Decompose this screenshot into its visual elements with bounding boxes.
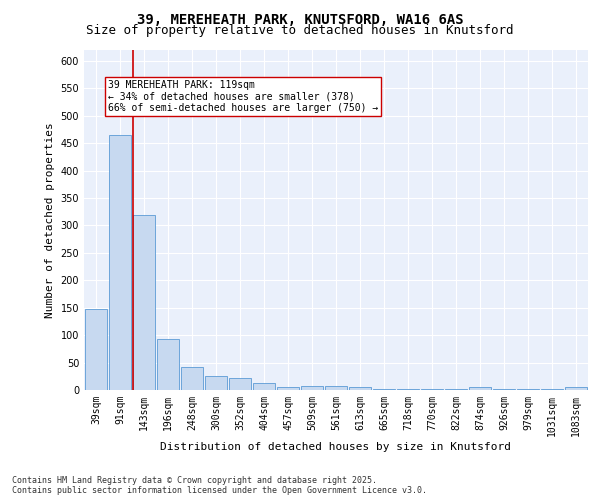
Bar [157,339,179,390]
Bar [253,383,275,390]
Bar [205,376,227,390]
Bar [229,378,251,390]
Text: 39 MEREHEATH PARK: 119sqm
← 34% of detached houses are smaller (378)
66% of semi: 39 MEREHEATH PARK: 119sqm ← 34% of detac… [108,80,378,114]
Bar [109,135,131,390]
Bar [565,388,587,390]
Bar [349,386,371,390]
Bar [85,309,107,390]
Y-axis label: Number of detached properties: Number of detached properties [45,122,55,318]
Text: 39, MEREHEATH PARK, KNUTSFORD, WA16 6AS: 39, MEREHEATH PARK, KNUTSFORD, WA16 6AS [137,12,463,26]
Bar [181,367,203,390]
Bar [325,386,347,390]
Bar [301,386,323,390]
Text: Contains HM Land Registry data © Crown copyright and database right 2025.
Contai: Contains HM Land Registry data © Crown c… [12,476,427,495]
Bar [133,214,155,390]
Bar [469,388,491,390]
Bar [277,386,299,390]
Bar [373,389,395,390]
X-axis label: Distribution of detached houses by size in Knutsford: Distribution of detached houses by size … [161,442,511,452]
Text: Size of property relative to detached houses in Knutsford: Size of property relative to detached ho… [86,24,514,37]
